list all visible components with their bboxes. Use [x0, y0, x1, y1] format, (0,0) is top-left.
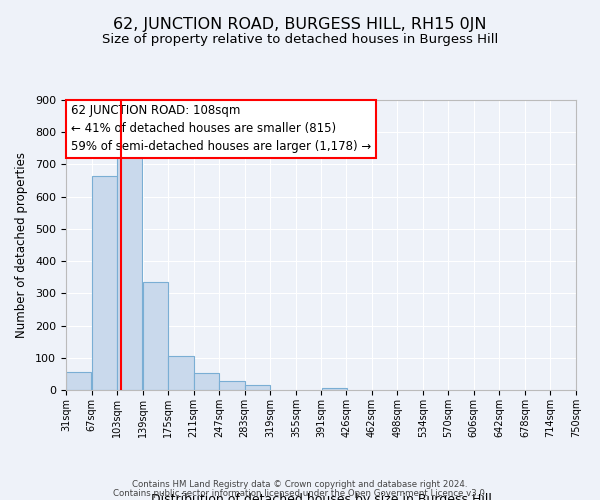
- Bar: [66, 372, 91, 390]
- X-axis label: Distribution of detached houses by size in Burgess Hill: Distribution of detached houses by size …: [151, 492, 491, 500]
- Bar: [169, 356, 193, 390]
- Text: Size of property relative to detached houses in Burgess Hill: Size of property relative to detached ho…: [102, 32, 498, 46]
- Text: 62, JUNCTION ROAD, BURGESS HILL, RH15 0JN: 62, JUNCTION ROAD, BURGESS HILL, RH15 0J…: [113, 18, 487, 32]
- Bar: [143, 282, 168, 390]
- Bar: [220, 382, 245, 390]
- Text: Contains HM Land Registry data © Crown copyright and database right 2024.: Contains HM Land Registry data © Crown c…: [132, 480, 468, 489]
- Bar: [322, 388, 347, 390]
- Y-axis label: Number of detached properties: Number of detached properties: [15, 152, 28, 338]
- Bar: [92, 176, 117, 390]
- Bar: [194, 373, 219, 390]
- Bar: [245, 385, 270, 390]
- Text: Contains public sector information licensed under the Open Government Licence v3: Contains public sector information licen…: [113, 488, 487, 498]
- Bar: [117, 149, 142, 390]
- Text: 62 JUNCTION ROAD: 108sqm
← 41% of detached houses are smaller (815)
59% of semi-: 62 JUNCTION ROAD: 108sqm ← 41% of detach…: [71, 104, 371, 154]
